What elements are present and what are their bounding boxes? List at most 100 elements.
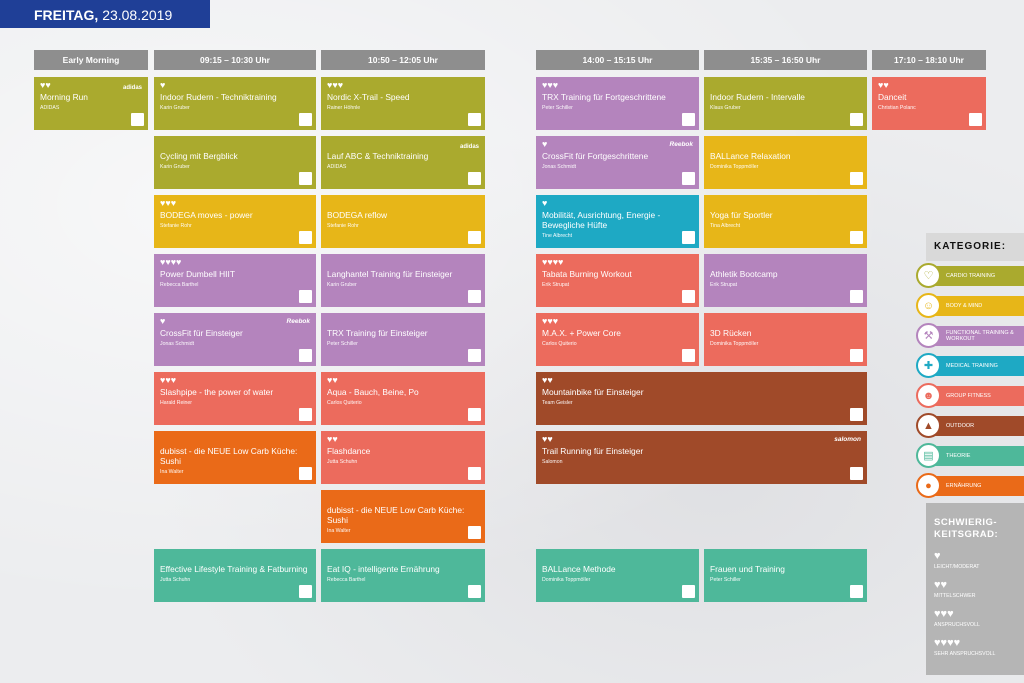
course-card[interactable]: 3D Rücken Dominika Toppmöller <box>704 313 867 366</box>
select-checkbox[interactable] <box>468 585 481 598</box>
column-header: 14:00 – 15:15 Uhr <box>536 50 699 70</box>
difficulty-hearts-icon: ♥♥♥ <box>160 375 177 385</box>
select-checkbox[interactable] <box>850 467 863 480</box>
select-checkbox[interactable] <box>850 172 863 185</box>
course-card[interactable]: Effective Lifestyle Training & Fatburnin… <box>154 549 316 602</box>
course-card[interactable]: ♥♥ Aqua - Bauch, Beine, Po Carlos Quiterio <box>321 372 485 425</box>
select-checkbox[interactable] <box>468 349 481 362</box>
course-card[interactable]: Langhantel Training für Einsteiger Karin … <box>321 254 485 307</box>
course-card[interactable]: ♥ CrossFit für Einsteiger Jonas Schmidt Ree… <box>154 313 316 366</box>
select-checkbox[interactable] <box>682 231 695 244</box>
course-card[interactable]: ♥♥♥ Slashpipe - the power of water Harald … <box>154 372 316 425</box>
select-checkbox[interactable] <box>131 113 144 126</box>
course-card[interactable]: BALLance Methode Dominika Toppmöller <box>536 549 699 602</box>
course-card[interactable]: TRX Training für Einsteiger Peter Schille… <box>321 313 485 366</box>
course-card[interactable]: Indoor Rudern - Intervalle Klaus Gruber <box>704 77 867 130</box>
select-checkbox[interactable] <box>299 290 312 303</box>
course-trainer: Salomon <box>542 459 563 465</box>
select-checkbox[interactable] <box>468 231 481 244</box>
select-checkbox[interactable] <box>682 290 695 303</box>
course-trainer: Rainer Höhnle <box>327 105 361 111</box>
select-checkbox[interactable] <box>299 467 312 480</box>
course-trainer: Peter Schiller <box>710 577 741 583</box>
course-title: Yoga für Sportler <box>710 210 773 220</box>
select-checkbox[interactable] <box>468 408 481 421</box>
difficulty-hearts-icon: ♥♥♥♥ <box>542 257 564 267</box>
course-card[interactable]: ♥ CrossFit für Fortgeschrittene Jonas Schm… <box>536 136 699 189</box>
course-card[interactable]: BODEGA reflow Stefanie Rohr <box>321 195 485 248</box>
course-card[interactable]: ♥♥♥ TRX Training für Fortgeschrittene Pete… <box>536 77 699 130</box>
course-card[interactable]: ♥♥♥♥ Tabata Burning Workout Erik Strupat <box>536 254 699 307</box>
select-checkbox[interactable] <box>682 113 695 126</box>
course-card[interactable]: Cycling mit Bergblick Karin Gruber <box>154 136 316 189</box>
heart-icon: ♥♥ <box>934 579 948 591</box>
course-trainer: Karin Gruber <box>327 282 357 288</box>
select-checkbox[interactable] <box>850 585 863 598</box>
course-card[interactable]: ♥♥♥ M.A.X. + Power Core Carlos Quiterio <box>536 313 699 366</box>
select-checkbox[interactable] <box>299 408 312 421</box>
course-card[interactable]: ♥♥ Flashdance Jutta Schuhn <box>321 431 485 484</box>
course-card[interactable]: ♥♥♥♥ Power Dumbell HIIT Rebecca Barthel <box>154 254 316 307</box>
course-card[interactable]: ♥♥♥ Nordic X-Trail - Speed Rainer Höhnle <box>321 77 485 130</box>
course-card[interactable]: ♥♥♥ BODEGA moves - power Stefanie Rohr <box>154 195 316 248</box>
course-card[interactable]: ♥ Mobilität, Ausrichtung, Energie - Beweg… <box>536 195 699 248</box>
course-trainer: Jonas Schmidt <box>542 164 577 170</box>
course-card[interactable]: ♥ Indoor Rudern - Techniktraining Karin Gr… <box>154 77 316 130</box>
select-checkbox[interactable] <box>850 231 863 244</box>
select-checkbox[interactable] <box>468 172 481 185</box>
course-card[interactable]: ♥♥ Danceit Christian Polanc <box>872 77 986 130</box>
select-checkbox[interactable] <box>682 349 695 362</box>
select-checkbox[interactable] <box>299 349 312 362</box>
course-title: Langhantel Training für Einsteiger <box>327 269 453 279</box>
select-checkbox[interactable] <box>850 290 863 303</box>
difficulty-hearts-icon: ♥♥♥ <box>160 198 177 208</box>
course-card[interactable]: ♥♥ Mountainbike für Einsteiger Team Geisle… <box>536 372 867 425</box>
course-card[interactable]: Athletik Bootcamp Erik Strupat <box>704 254 867 307</box>
difficulty-hearts-icon <box>710 199 862 208</box>
book-icon: ▤ <box>916 443 941 468</box>
course-card[interactable]: Yoga für Sportler Tina Albrecht <box>704 195 867 248</box>
select-checkbox[interactable] <box>850 349 863 362</box>
category-item: FUNCTIONAL TRAINING & WORKOUT <box>930 326 1024 346</box>
course-card[interactable]: Lauf ABC & Techniktraining ADIDAS adidas <box>321 136 485 189</box>
difficulty-hearts-icon: ♥♥ <box>878 80 889 90</box>
course-trainer: Christian Polanc <box>878 105 916 111</box>
difficulty-hearts-icon: ♥♥♥ <box>542 80 559 90</box>
select-checkbox[interactable] <box>468 467 481 480</box>
difficulty-hearts-icon <box>710 553 862 562</box>
salomon-logo-icon: salomon <box>834 436 861 443</box>
course-card[interactable]: ♥♥ Morning Run ADIDAS adidas <box>34 77 148 130</box>
select-checkbox[interactable] <box>682 172 695 185</box>
course-card[interactable]: BALLance Relaxation Dominika Toppmöller <box>704 136 867 189</box>
select-checkbox[interactable] <box>299 113 312 126</box>
difficulty-hearts-icon <box>160 435 311 444</box>
reebok-logo-icon: Reebok <box>669 141 693 148</box>
course-card[interactable]: Eat IQ - intelligente Ernährung Rebecca B… <box>321 549 485 602</box>
course-title: Tabata Burning Workout <box>542 269 632 279</box>
course-card[interactable]: dubisst - die NEUE Low Carb Küche: Sushi… <box>154 431 316 484</box>
select-checkbox[interactable] <box>850 113 863 126</box>
course-card[interactable]: dubisst - die NEUE Low Carb Küche: Sushi… <box>321 490 485 543</box>
select-checkbox[interactable] <box>969 113 982 126</box>
course-title: Trail Running für Einsteiger <box>542 446 644 456</box>
select-checkbox[interactable] <box>299 231 312 244</box>
category-item: OUTDOOR <box>930 416 1024 436</box>
select-checkbox[interactable] <box>850 408 863 421</box>
difficulty-item: ♥ LEICHT/MODERAT <box>934 551 1024 571</box>
course-card[interactable]: ♥♥ Trail Running für Einsteiger Salomon sal… <box>536 431 867 484</box>
day-label: FREITAG, <box>34 7 99 23</box>
select-checkbox[interactable] <box>299 585 312 598</box>
select-checkbox[interactable] <box>468 526 481 539</box>
select-checkbox[interactable] <box>299 172 312 185</box>
select-checkbox[interactable] <box>468 290 481 303</box>
select-checkbox[interactable] <box>468 113 481 126</box>
course-title: dubisst - die NEUE Low Carb Küche: Sushi <box>327 505 465 525</box>
course-trainer: Carlos Quiterio <box>542 341 577 347</box>
course-card[interactable]: Frauen und Training Peter Schiller <box>704 549 867 602</box>
page-title: FREITAG, 23.08.2019 <box>0 0 210 28</box>
difficulty-hearts-icon: ♥♥♥♥ <box>160 257 182 267</box>
medical-cross-icon: ✚ <box>916 353 941 378</box>
select-checkbox[interactable] <box>682 585 695 598</box>
difficulty-hearts-icon <box>542 553 694 562</box>
course-trainer: Karin Gruber <box>160 105 190 111</box>
